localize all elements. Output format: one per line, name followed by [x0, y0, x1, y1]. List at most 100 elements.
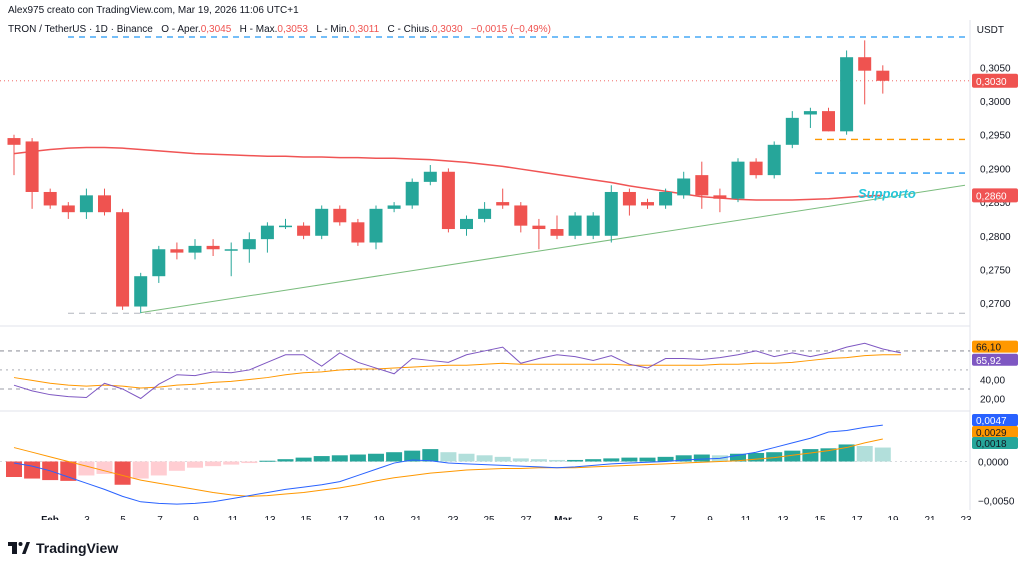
macd-histogram-bar: [585, 459, 602, 462]
macd-tick-label: −0,0050: [978, 496, 1015, 507]
tradingview-logo-icon: [8, 542, 30, 554]
ma-value-tag: [972, 188, 1018, 203]
candle-body: [460, 218, 473, 230]
macd-histogram-bar: [476, 455, 493, 462]
x-tick-label: 23: [447, 515, 459, 520]
low-label: L - Min.: [316, 24, 350, 35]
macd-histogram-bar: [802, 449, 819, 462]
symbol-label[interactable]: TRON / TetherUS · 1D · Binance: [8, 24, 153, 35]
rsi-ma-tag: [972, 340, 1018, 353]
candle-body: [25, 141, 39, 192]
high-value: 0,3053: [277, 24, 308, 35]
macd-histogram-bar: [114, 461, 131, 485]
macd-tick-label: 0,0000: [978, 458, 1009, 469]
candle-body: [260, 225, 274, 240]
candle-body: [61, 205, 75, 213]
candle-body: [550, 229, 564, 236]
open-value: 0,3045: [200, 24, 232, 35]
candle-body: [677, 178, 691, 196]
candle-body: [858, 57, 872, 71]
macd-line: [13, 424, 883, 505]
macd-histogram-bar: [874, 447, 891, 462]
macd-histogram-bar: [168, 461, 185, 471]
candle-body: [441, 171, 455, 230]
candle-body: [98, 195, 111, 213]
macd-histogram-bar: [549, 459, 565, 462]
candle-body: [532, 225, 546, 230]
price-tick-label: 0,2800: [980, 232, 1011, 243]
candle-body: [749, 161, 763, 176]
macd-histogram-bar: [512, 458, 529, 462]
candle-body: [731, 161, 745, 199]
candle-body: [387, 205, 401, 209]
candle-body: [840, 57, 854, 132]
macd-histogram-bar: [675, 455, 692, 462]
candle-body: [622, 191, 636, 206]
price-tick-label: 0,2900: [980, 164, 1011, 175]
macd-histogram-bar: [603, 458, 620, 462]
macd-value-tag: [972, 414, 1018, 426]
price-tick-label: 0,2750: [980, 265, 1011, 276]
candle-body: [315, 208, 329, 236]
candle-body: [134, 276, 148, 307]
support-label: Supporto: [858, 186, 916, 201]
macd-histogram-bar: [494, 456, 511, 462]
chart-svg[interactable]: 0,3050 0,3000 0,2950 0,2900 0,2850 0,2800 0,27…: [0, 0, 1024, 520]
price-tick-label: 0,2950: [980, 131, 1011, 142]
candle-body: [803, 111, 817, 115]
candle-body: [7, 138, 21, 145]
candle-body: [641, 202, 654, 206]
x-tick-label: 7: [157, 515, 163, 520]
macd-histogram-bar: [440, 452, 457, 462]
brand[interactable]: TradingView: [8, 540, 118, 556]
x-tick-label: 17: [851, 515, 863, 520]
macd-histogram-bar: [422, 449, 439, 462]
candle-body: [333, 208, 347, 223]
price-tick-label: 0,3050: [980, 63, 1011, 74]
macd-value-label: 0,0047: [976, 416, 1007, 427]
x-tick-label: 13: [264, 515, 276, 520]
brand-name: TradingView: [36, 540, 119, 556]
candle-body: [279, 225, 292, 228]
macd-histogram-bar: [295, 457, 312, 462]
price-tick-label: 0,2700: [980, 299, 1011, 310]
candle-body: [170, 249, 184, 253]
candle-body: [242, 239, 256, 250]
macd-histogram-bar: [205, 461, 222, 467]
macd-histogram-bar: [621, 457, 638, 462]
open-label: O - Aper.: [161, 24, 201, 35]
candle-body: [604, 191, 618, 236]
x-tick-label: 5: [633, 515, 639, 520]
macd-histogram-bar: [150, 461, 167, 476]
x-tick-label: 9: [707, 515, 713, 520]
ohlc-legend: TRON / TetherUS · 1D · Binance O - Aper.…: [8, 24, 551, 35]
macd-histogram-bar: [24, 461, 41, 479]
close-value: 0,3030: [431, 24, 463, 35]
change-value: −0,0015 (−0,49%): [470, 24, 551, 35]
macd-signal-line: [13, 438, 883, 497]
macd-histogram-bar: [96, 461, 113, 474]
macd-histogram-bar: [313, 456, 330, 462]
macd-histogram-bar: [60, 461, 77, 481]
candle-body: [351, 222, 365, 243]
candle-body: [369, 208, 383, 243]
candle-body: [496, 202, 510, 206]
x-tick-label: 25: [483, 515, 495, 520]
rsi-ma-line: [13, 354, 901, 389]
x-tick-label: 3: [84, 515, 90, 520]
candle-body: [297, 225, 311, 236]
macd-histogram-bar: [838, 444, 855, 462]
x-tick-label: 17: [337, 515, 349, 520]
x-tick-label: 13: [777, 515, 789, 520]
candle-body: [713, 195, 727, 199]
support-trendline: [140, 184, 966, 314]
macd-histogram-bar: [748, 452, 765, 462]
macd-value-tag: [972, 426, 1018, 438]
macd-histogram-bar: [241, 461, 258, 464]
x-tick-label: 3: [597, 515, 603, 520]
macd-histogram-bar: [784, 450, 801, 462]
currency-unit[interactable]: USDT: [976, 25, 1004, 36]
macd-histogram-bar: [187, 461, 203, 468]
candle-body: [152, 249, 166, 277]
